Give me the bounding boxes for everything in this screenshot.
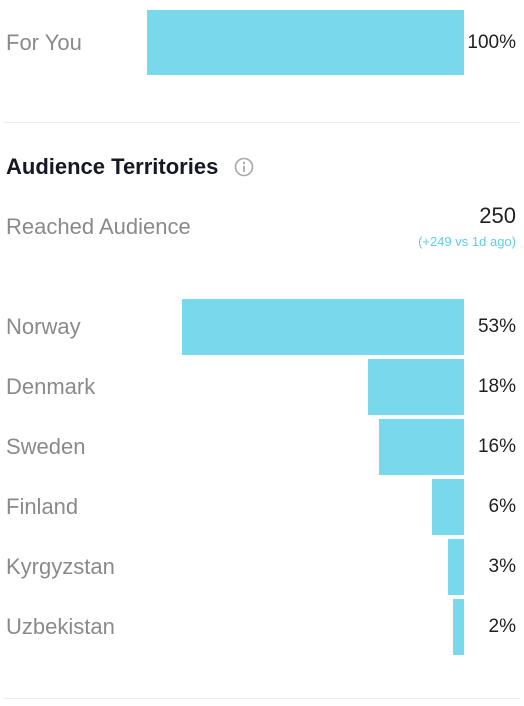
- country-bar: [432, 479, 464, 535]
- traffic-source-row: For You 100%: [0, 10, 524, 75]
- traffic-source-label: For You: [6, 29, 82, 55]
- country-percent: 18%: [477, 376, 516, 397]
- country-percent: 53%: [477, 316, 516, 337]
- country-percent: 16%: [477, 436, 516, 457]
- section-title: Audience Territories: [6, 154, 219, 179]
- country-bar: [182, 299, 464, 355]
- country-name: Kyrgyzstan: [6, 554, 115, 579]
- reached-audience-delta: (+249 vs 1d ago): [418, 234, 516, 249]
- country-bar: [453, 599, 464, 655]
- country-percent: 6%: [488, 496, 516, 517]
- country-row: Norway 53%: [0, 299, 524, 355]
- country-bar: [448, 539, 464, 595]
- section-divider: [4, 698, 520, 699]
- info-icon[interactable]: [234, 157, 254, 177]
- country-row: Kyrgyzstan 3%: [0, 539, 524, 595]
- section-divider: [4, 122, 520, 123]
- country-row: Denmark 18%: [0, 359, 524, 415]
- country-name: Denmark: [6, 374, 96, 399]
- audience-territories-header: Audience Territories: [6, 154, 254, 180]
- traffic-source-value: 100%: [467, 31, 516, 53]
- country-name: Sweden: [6, 434, 86, 459]
- country-row: Sweden 16%: [0, 419, 524, 475]
- country-name: Uzbekistan: [6, 614, 115, 639]
- country-percent: 3%: [488, 556, 516, 577]
- country-percent: 2%: [488, 616, 516, 637]
- country-row: Finland 6%: [0, 479, 524, 535]
- country-row: Uzbekistan 2%: [0, 599, 524, 655]
- country-name: Norway: [6, 314, 81, 339]
- reached-audience-label: Reached Audience: [6, 214, 191, 239]
- country-bar: [368, 359, 464, 415]
- country-name: Finland: [6, 494, 79, 519]
- country-bar: [379, 419, 464, 475]
- traffic-source-bar: [147, 10, 464, 75]
- reached-audience-value: 250: [479, 203, 516, 228]
